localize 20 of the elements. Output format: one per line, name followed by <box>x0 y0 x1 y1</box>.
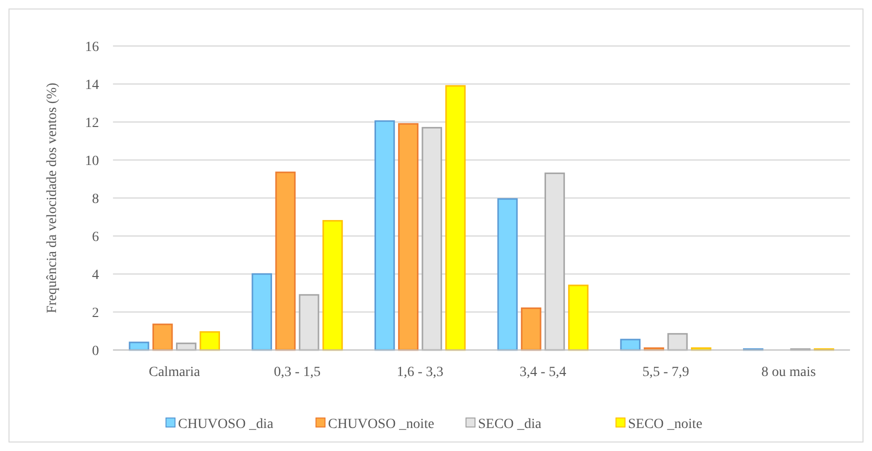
y-tick-label: 16 <box>85 40 99 55</box>
y-tick-label: 2 <box>92 306 99 321</box>
x-tick-label: 0,3 - 1,5 <box>274 365 321 380</box>
legend-label: CHUVOSO _dia <box>178 416 274 432</box>
x-tick-label: 8 ou mais <box>761 365 816 380</box>
y-tick-label: 10 <box>85 154 99 169</box>
y-tick-label: 8 <box>92 192 99 207</box>
legend-label: SECO _dia <box>478 416 542 432</box>
y-tick-label: 6 <box>92 230 99 245</box>
y-tick-label: 14 <box>85 78 99 93</box>
y-tick-label: 0 <box>92 344 99 359</box>
legend-label: CHUVOSO _noite <box>328 416 434 432</box>
x-tick-label: 1,6 - 3,3 <box>396 365 444 380</box>
y-tick-label: 12 <box>85 116 99 131</box>
y-tick-label: 4 <box>92 268 99 283</box>
y-axis-title: Frequência da velocidade dos ventos (%) <box>45 82 60 314</box>
x-tick-label: 5,5 - 7,9 <box>642 365 690 380</box>
x-tick-label: 3,4 - 5,4 <box>520 365 566 380</box>
x-tick-label: Calmaria <box>148 365 201 380</box>
legend-label: SECO _noite <box>628 416 702 432</box>
